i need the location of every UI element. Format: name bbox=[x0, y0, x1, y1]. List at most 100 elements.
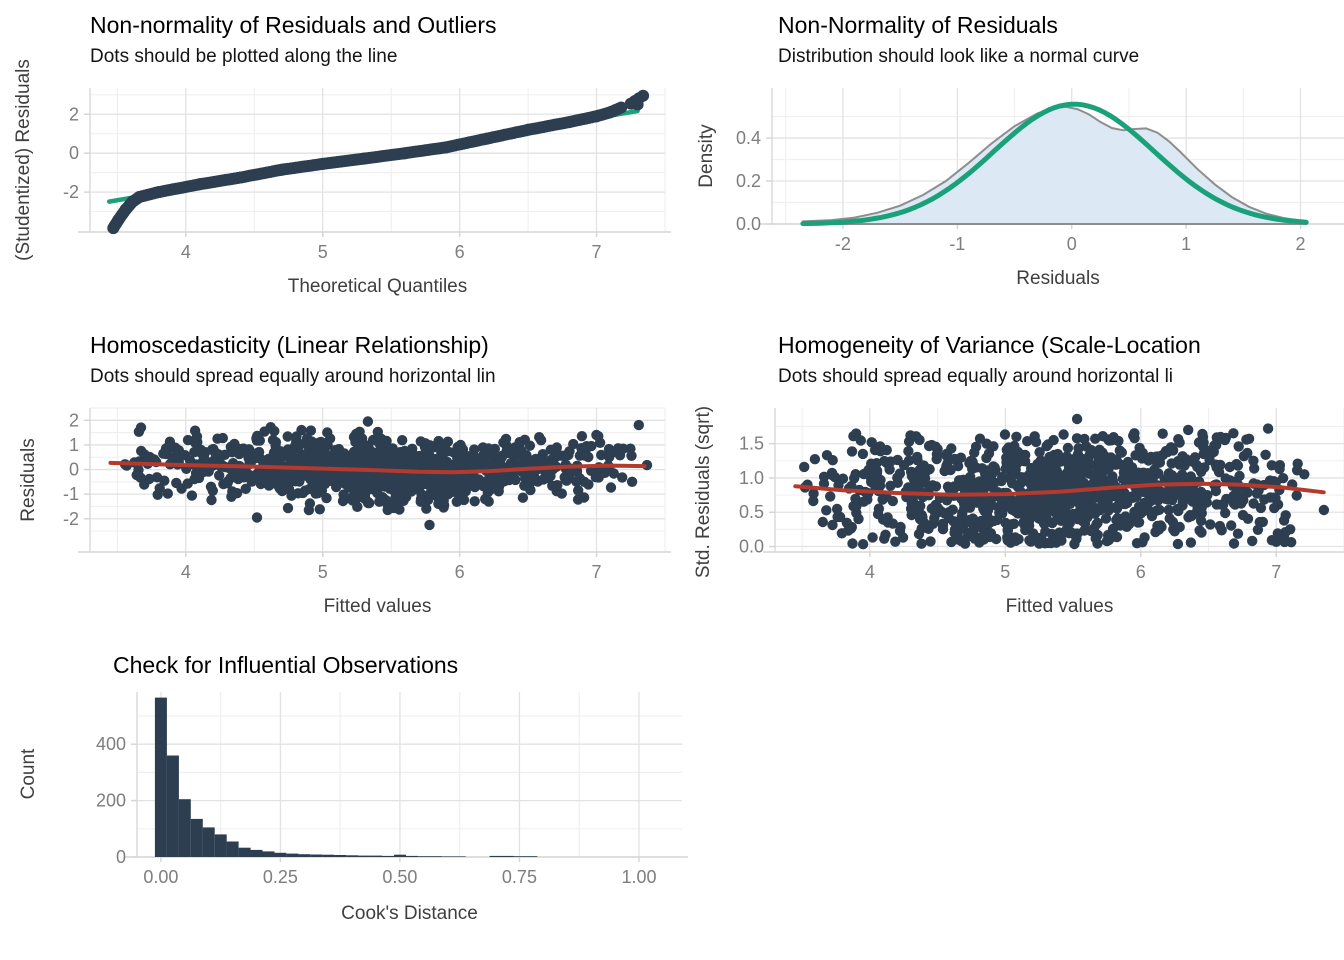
y-tick-label: 1 bbox=[69, 435, 79, 455]
residual-density-area bbox=[801, 105, 1308, 225]
homoscedasticity-title: Homoscedasticity (Linear Relationship) bbox=[90, 332, 489, 358]
histogram-bar bbox=[178, 799, 191, 857]
histogram-bar bbox=[370, 855, 383, 857]
histogram-bar bbox=[525, 856, 538, 857]
histogram-bar bbox=[346, 855, 359, 857]
x-tick-label: 5 bbox=[318, 242, 328, 262]
x-tick-label: 4 bbox=[181, 562, 191, 582]
scale-location-title: Homogeneity of Variance (Scale-Location bbox=[778, 332, 1201, 358]
influential-plot-canvas: 0.00 0.25 0.50 0.75 1.00 0 200 400 bbox=[96, 692, 688, 887]
histogram-bar bbox=[358, 855, 371, 857]
histogram-bar bbox=[286, 853, 299, 857]
histogram-bar bbox=[310, 854, 323, 857]
y-tick-label: 400 bbox=[96, 734, 126, 754]
histogram-bar bbox=[166, 755, 179, 857]
y-tick-label: 1.0 bbox=[739, 468, 764, 488]
histogram-bar bbox=[298, 854, 311, 857]
homoscedasticity-plot-canvas: 4 5 6 7 -2 -1 0 1 2 bbox=[63, 407, 671, 582]
panel-density-plot: Non-Normality of Residuals Distribution … bbox=[672, 0, 1344, 320]
x-tick-label: 4 bbox=[181, 242, 191, 262]
histogram-bar bbox=[334, 855, 347, 857]
x-tick-label: 0.00 bbox=[143, 867, 178, 887]
x-tick-label: 7 bbox=[1271, 562, 1281, 582]
scale-location-x-axis-title: Fitted values bbox=[1005, 596, 1114, 617]
qq-plot-canvas: 4 5 6 7 -2 0 2 bbox=[63, 88, 671, 262]
histogram-bar bbox=[382, 855, 394, 857]
y-tick-label: 0.5 bbox=[739, 502, 764, 522]
histogram-bar bbox=[262, 851, 275, 857]
histogram-bar bbox=[250, 849, 263, 857]
y-tick-label: 0 bbox=[69, 460, 79, 480]
histogram-bar bbox=[513, 856, 526, 857]
x-tick-label: 7 bbox=[592, 562, 602, 582]
y-tick-label: 0.2 bbox=[736, 171, 761, 191]
y-tick-label: 2 bbox=[69, 104, 79, 124]
histogram-bar bbox=[417, 856, 430, 857]
histogram-bar bbox=[226, 841, 239, 857]
y-tick-label: 0 bbox=[116, 847, 126, 867]
x-tick-label: -2 bbox=[835, 234, 851, 254]
scale-location-trend-line bbox=[793, 481, 1326, 497]
qq-x-axis-title: Theoretical Quantiles bbox=[287, 276, 468, 297]
scale-location-subtitle: Dots should spread equally around horizo… bbox=[778, 366, 1174, 387]
histogram-bar bbox=[154, 697, 167, 857]
influential-title: Check for Influential Observations bbox=[113, 652, 459, 678]
y-tick-label: -1 bbox=[63, 484, 79, 504]
y-tick-label: 2 bbox=[69, 410, 79, 430]
normal-curve bbox=[800, 101, 1309, 227]
histogram-bar bbox=[202, 827, 215, 857]
panel-homoscedasticity-plot: Homoscedasticity (Linear Relationship) D… bbox=[0, 320, 672, 640]
scale-location-plot-canvas: 4 5 6 7 0.0 0.5 1.0 1.5 bbox=[739, 408, 1344, 582]
qq-subtitle: Dots should be plotted along the line bbox=[90, 46, 398, 67]
panel-empty-cell bbox=[672, 640, 1344, 960]
histogram-bar bbox=[441, 856, 454, 857]
x-tick-label: 6 bbox=[455, 242, 465, 262]
y-tick-label: 1.5 bbox=[739, 434, 764, 454]
y-tick-label: -2 bbox=[63, 509, 79, 529]
influential-x-axis-title: Cook's Distance bbox=[341, 903, 478, 924]
x-tick-label: 0.50 bbox=[382, 867, 417, 887]
x-tick-label: 6 bbox=[455, 562, 465, 582]
residual-trend-line bbox=[108, 460, 647, 475]
histogram-bar bbox=[429, 856, 442, 857]
x-tick-label: -1 bbox=[949, 234, 965, 254]
x-tick-label: 5 bbox=[318, 562, 328, 582]
x-tick-label: 6 bbox=[1136, 562, 1146, 582]
x-tick-label: 0.25 bbox=[263, 867, 298, 887]
histogram-bar bbox=[489, 855, 502, 857]
y-tick-label: -2 bbox=[63, 182, 79, 202]
x-tick-label: 0 bbox=[1067, 234, 1077, 254]
density-subtitle: Distribution should look like a normal c… bbox=[778, 46, 1140, 67]
y-tick-label: 0.0 bbox=[739, 537, 764, 557]
panel-qq-plot: Non-normality of Residuals and Outliers … bbox=[0, 0, 672, 320]
histogram-bar bbox=[238, 847, 251, 857]
density-title: Non-Normality of Residuals bbox=[778, 12, 1058, 38]
histogram-bar bbox=[453, 856, 466, 857]
histogram-bar bbox=[274, 852, 287, 857]
density-x-axis-title: Residuals bbox=[1016, 268, 1100, 289]
x-tick-label: 4 bbox=[865, 562, 875, 582]
y-tick-label: 200 bbox=[96, 791, 126, 811]
panel-scale-location-plot: Homogeneity of Variance (Scale-Location … bbox=[672, 320, 1344, 640]
histogram-bar bbox=[501, 855, 514, 857]
x-tick-label: 0.75 bbox=[502, 867, 537, 887]
histogram-bar bbox=[322, 854, 335, 857]
y-tick-label: 0 bbox=[69, 143, 79, 163]
density-plot-canvas: -2 -1 0 1 2 0.0 0.2 0.4 bbox=[736, 88, 1344, 254]
homoscedasticity-x-axis-title: Fitted values bbox=[323, 596, 432, 617]
histogram-bar bbox=[190, 818, 203, 857]
histogram-bar bbox=[394, 854, 406, 857]
qq-title: Non-normality of Residuals and Outliers bbox=[90, 12, 497, 38]
y-tick-label: 0.0 bbox=[736, 214, 761, 234]
histogram-bar bbox=[405, 855, 418, 857]
histogram-bar bbox=[214, 834, 227, 857]
x-tick-label: 7 bbox=[592, 242, 602, 262]
x-tick-label: 1.00 bbox=[621, 867, 656, 887]
y-tick-label: 0.4 bbox=[736, 128, 761, 148]
panel-influential-observations-plot: Check for Influential Observations Count… bbox=[0, 640, 688, 960]
x-tick-label: 1 bbox=[1181, 234, 1191, 254]
x-tick-label: 5 bbox=[1000, 562, 1010, 582]
x-tick-label: 2 bbox=[1296, 234, 1306, 254]
homoscedasticity-subtitle: Dots should spread equally around horizo… bbox=[90, 366, 496, 387]
